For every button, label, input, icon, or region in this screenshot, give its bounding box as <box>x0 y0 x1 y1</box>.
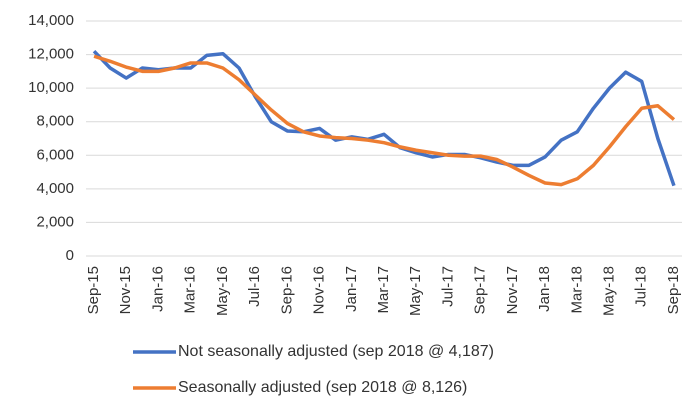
x-tick-label: May-18 <box>600 266 617 316</box>
x-tick-label: Jan-17 <box>343 266 360 312</box>
x-tick-label: Mar-17 <box>375 266 392 314</box>
x-tick-label: Mar-16 <box>182 266 199 314</box>
x-tick-label: Mar-18 <box>568 266 585 314</box>
y-tick-label: 8,000 <box>36 113 74 130</box>
y-tick-label: 4,000 <box>36 180 74 197</box>
x-tick-label: Nov-15 <box>117 266 134 314</box>
x-tick-label: Sep-15 <box>85 266 102 314</box>
x-tick-label: Sep-17 <box>472 266 489 314</box>
y-tick-label: 14,000 <box>28 12 74 29</box>
line <box>92 50 676 187</box>
y-tick-label: 2,000 <box>36 213 74 230</box>
line <box>93 54 676 187</box>
x-tick-label: Jul-18 <box>633 266 650 307</box>
y-tick-label: 10,000 <box>28 79 74 96</box>
x-tick-label: Nov-16 <box>311 266 328 314</box>
x-tick-label: Sep-18 <box>665 266 682 314</box>
y-tick-label: 12,000 <box>28 46 74 63</box>
x-tick-label: Sep-16 <box>278 266 295 314</box>
x-tick-label: Jan-18 <box>536 266 553 312</box>
y-tick-label: 6,000 <box>36 146 74 163</box>
x-tick-label: May-16 <box>214 266 231 316</box>
legend-label: Seasonally adjusted (sep 2018 @ 8,126) <box>178 379 467 396</box>
y-tick-label: 0 <box>66 247 74 264</box>
legend-label: Not seasonally adjusted (sep 2018 @ 4,18… <box>178 343 494 360</box>
x-tick-label: Nov-17 <box>504 266 521 314</box>
x-tick-label: Jul-16 <box>246 266 263 307</box>
x-tick-label: Jul-17 <box>439 266 456 307</box>
x-tick-label: Jan-16 <box>149 266 166 312</box>
x-tick-label: May-17 <box>407 266 424 316</box>
